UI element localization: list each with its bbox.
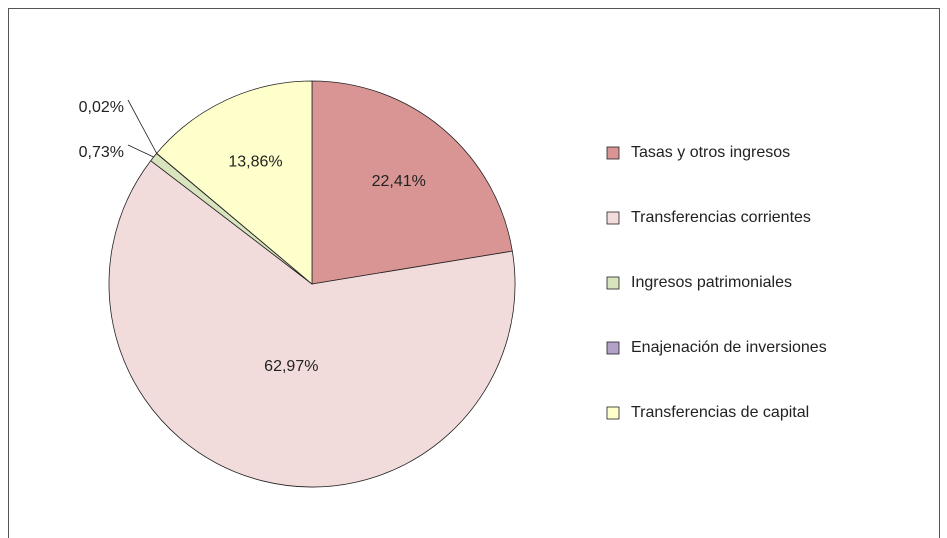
legend-swatch xyxy=(606,276,620,290)
pie-slice xyxy=(156,80,313,285)
pie-slice xyxy=(108,160,516,488)
legend-swatch xyxy=(606,211,620,225)
legend-label: Transferencias corrientes xyxy=(631,209,811,226)
data-label: 22,41% xyxy=(372,173,426,190)
data-label: 0,02% xyxy=(79,99,124,116)
legend-label: Ingresos patrimoniales xyxy=(631,274,792,291)
legend-swatch xyxy=(606,406,620,420)
legend-swatch xyxy=(606,146,620,160)
legend-label: Tasas y otros ingresos xyxy=(631,144,790,161)
data-label: 0,73% xyxy=(79,144,124,161)
legend-label: Enajenación de inversiones xyxy=(631,339,827,356)
pie-slice xyxy=(311,80,513,285)
chart-border xyxy=(8,8,940,538)
legend-label: Transferencias de capital xyxy=(631,404,809,421)
data-label: 62,97% xyxy=(264,358,318,375)
legend-swatch xyxy=(606,341,620,355)
data-label: 13,86% xyxy=(228,154,282,171)
leader-line xyxy=(127,144,154,158)
leader-line xyxy=(127,99,157,154)
